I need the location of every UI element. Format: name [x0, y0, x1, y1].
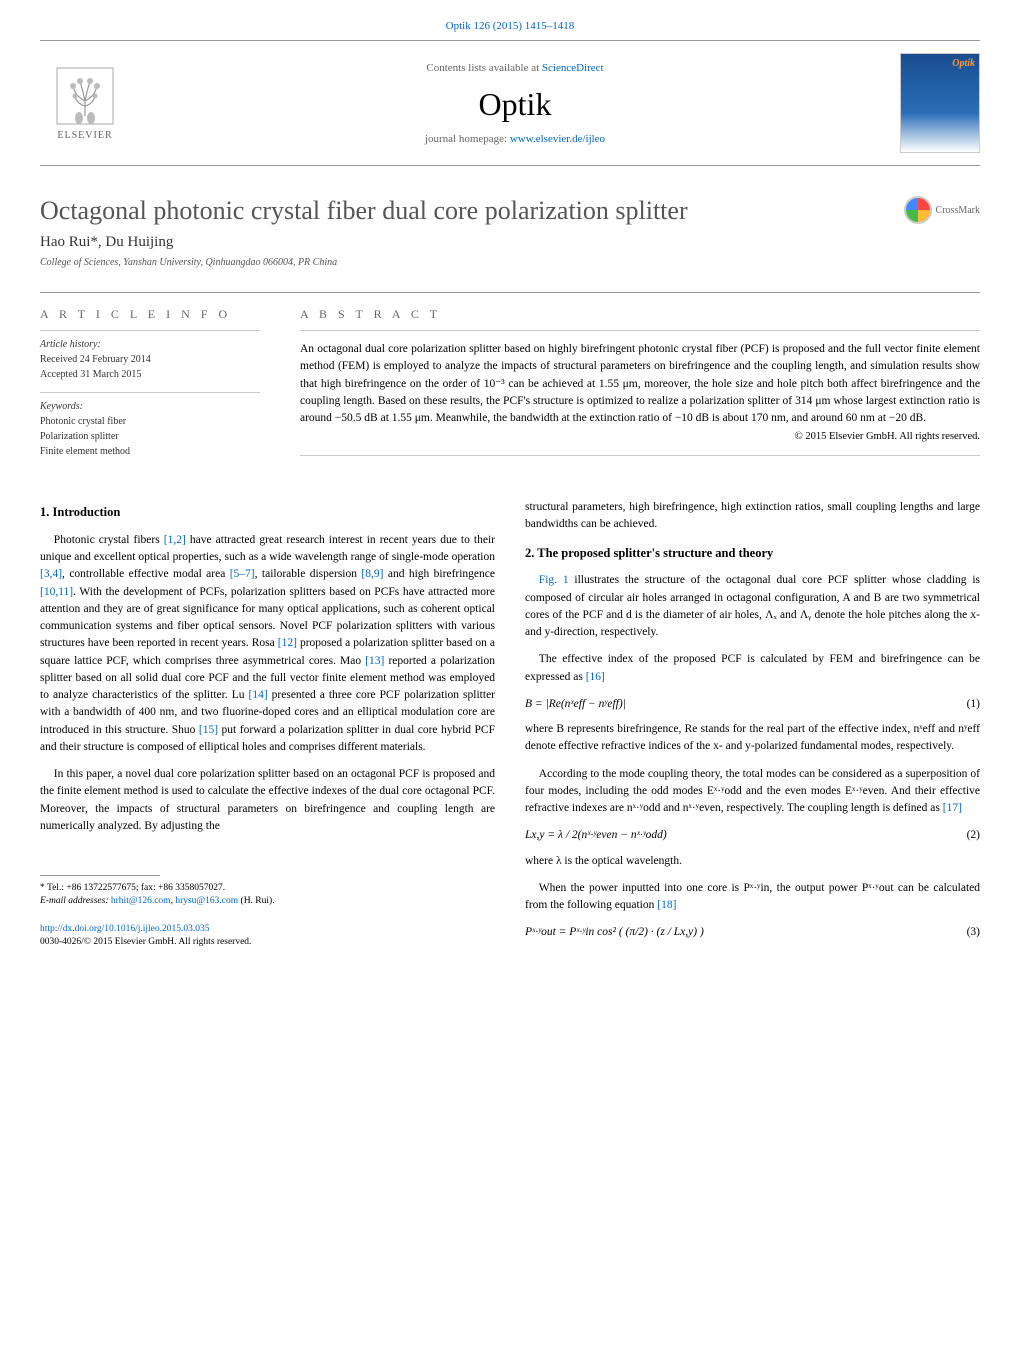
s2-p4-a: According to the mode coupling theory, t… [525, 768, 980, 815]
s1-p1: Photonic crystal fibers [1,2] have attra… [40, 532, 495, 756]
section-2-heading: 2. The proposed splitter's structure and… [525, 544, 980, 563]
email-2[interactable]: hrysu@163.com [175, 896, 238, 906]
cover-thumb-title: Optik [952, 58, 975, 69]
email-1[interactable]: hrhit@126.com [111, 896, 171, 906]
equation-2-num: (2) [967, 827, 980, 844]
elsevier-tree-icon [55, 66, 115, 126]
footnotes: * Tel.: +86 13722577675; fax: +86 335805… [40, 882, 495, 909]
keywords-label: Keywords: [40, 399, 260, 414]
ref-18[interactable]: [18] [657, 899, 676, 911]
ref-17[interactable]: [17] [943, 802, 962, 814]
equation-3-num: (3) [967, 924, 980, 941]
article-info-heading: a r t i c l e i n f o [40, 307, 260, 322]
equation-1-row: B = |Re(nˣeff − nʸeff)| (1) [525, 696, 980, 713]
s2-p4: According to the mode coupling theory, t… [525, 766, 980, 818]
accepted-line: Accepted 31 March 2015 [40, 367, 260, 382]
elsevier-label: ELSEVIER [57, 130, 112, 141]
ref-15[interactable]: [15] [199, 724, 218, 736]
s2-p2: The effective index of the proposed PCF … [525, 651, 980, 686]
s1-p1-e: and high birefringence [383, 568, 495, 580]
email-label: E-mail addresses: [40, 896, 111, 906]
page-header-citation: Optik 126 (2015) 1415–1418 [40, 20, 980, 32]
homepage-prefix: journal homepage: [425, 133, 510, 145]
journal-name: Optik [130, 86, 900, 123]
ref-14[interactable]: [14] [248, 689, 267, 701]
contents-prefix: Contents lists available at [426, 62, 541, 74]
email-line: E-mail addresses: hrhit@126.com, hrysu@1… [40, 895, 495, 908]
ref-16[interactable]: [16] [586, 671, 605, 683]
crossmark-badge[interactable]: CrossMark [904, 196, 980, 224]
equation-1-num: (1) [967, 696, 980, 713]
ref-1-2[interactable]: [1,2] [164, 534, 186, 546]
authors-line: Hao Rui*, Du Huijing [40, 234, 980, 251]
abstract-body: An octagonal dual core polarization spli… [300, 343, 980, 424]
equation-3: Pˣ·ʸout = Pˣ·ʸin cos² ( (π/2) · (z / Lx,… [525, 924, 704, 941]
equation-3-row: Pˣ·ʸout = Pˣ·ʸin cos² ( (π/2) · (z / Lx,… [525, 924, 980, 941]
equation-2-row: Lx,y = λ / 2(nˣ·ʸeven − nˣ·ʸodd) (2) [525, 827, 980, 844]
ref-12[interactable]: [12] [278, 637, 297, 649]
received-line: Received 24 February 2014 [40, 352, 260, 367]
left-column: 1. Introduction Photonic crystal fibers … [40, 499, 495, 950]
s1-p1-d: , tailorable dispersion [255, 568, 362, 580]
right-column: structural parameters, high birefringenc… [525, 499, 980, 950]
equation-2: Lx,y = λ / 2(nˣ·ʸeven − nˣ·ʸodd) [525, 827, 667, 844]
journal-homepage-link[interactable]: www.elsevier.de/ijleo [510, 133, 605, 145]
crossmark-label: CrossMark [936, 205, 980, 216]
s2-p6-a: When the power inputted into one core is… [525, 882, 980, 911]
info-abstract-row: a r t i c l e i n f o Article history: R… [40, 292, 980, 469]
elsevier-logo: ELSEVIER [40, 58, 130, 148]
journal-header: ELSEVIER Contents lists available at Sci… [40, 40, 980, 166]
abstract-text: An octagonal dual core polarization spli… [300, 330, 980, 456]
s2-p6: When the power inputted into one core is… [525, 880, 980, 915]
title-row: Octagonal photonic crystal fiber dual co… [40, 196, 980, 226]
s1-p1-a: Photonic crystal fibers [54, 534, 164, 546]
s2-p3: where B represents birefringence, Re sta… [525, 721, 980, 756]
col2-continuation: structural parameters, high birefringenc… [525, 499, 980, 534]
doi-link[interactable]: http://dx.doi.org/10.1016/j.ijleo.2015.0… [40, 924, 210, 934]
body-columns: 1. Introduction Photonic crystal fibers … [40, 499, 980, 950]
keyword-1: Photonic crystal fiber [40, 414, 260, 429]
article-info-col: a r t i c l e i n f o Article history: R… [40, 293, 260, 469]
affiliation-line: College of Sciences, Yanshan University,… [40, 257, 980, 268]
section-1-heading: 1. Introduction [40, 503, 495, 522]
abstract-col: a b s t r a c t An octagonal dual core p… [300, 293, 980, 469]
journal-cover-thumb: Optik [900, 53, 980, 153]
ref-8-9[interactable]: [8,9] [361, 568, 383, 580]
ref-3-4[interactable]: [3,4] [40, 568, 62, 580]
keywords-block: Keywords: Photonic crystal fiber Polariz… [40, 392, 260, 459]
ref-10-11[interactable]: [10,11] [40, 586, 73, 598]
sciencedirect-link[interactable]: ScienceDirect [542, 62, 604, 74]
contents-list-line: Contents lists available at ScienceDirec… [130, 62, 900, 74]
article-title: Octagonal photonic crystal fiber dual co… [40, 196, 904, 226]
crossmark-icon [904, 196, 932, 224]
footnote-separator [40, 875, 160, 876]
abstract-heading: a b s t r a c t [300, 307, 980, 322]
abstract-copyright: © 2015 Elsevier GmbH. All rights reserve… [300, 429, 980, 445]
s2-p5: where λ is the optical wavelength. [525, 853, 980, 870]
equation-1: B = |Re(nˣeff − nʸeff)| [525, 696, 626, 713]
s1-p2: In this paper, a novel dual core polariz… [40, 766, 495, 835]
fig-1-ref[interactable]: Fig. 1 [539, 574, 569, 586]
ref-5-7[interactable]: [5–7] [230, 568, 255, 580]
keyword-2: Polarization splitter [40, 429, 260, 444]
journal-homepage-line: journal homepage: www.elsevier.de/ijleo [130, 133, 900, 145]
keyword-3: Finite element method [40, 444, 260, 459]
email-suffix: (H. Rui). [238, 896, 274, 906]
ref-13[interactable]: [13] [365, 655, 384, 667]
article-history-block: Article history: Received 24 February 20… [40, 330, 260, 382]
history-label: Article history: [40, 337, 260, 352]
issn-copyright: 0030-4026/© 2015 Elsevier GmbH. All righ… [40, 936, 495, 949]
s2-p1: Fig. 1 illustrates the structure of the … [525, 572, 980, 641]
corresponding-author: * Tel.: +86 13722577675; fax: +86 335805… [40, 882, 495, 895]
doi-block: http://dx.doi.org/10.1016/j.ijleo.2015.0… [40, 923, 495, 950]
header-center: Contents lists available at ScienceDirec… [130, 62, 900, 145]
s2-p1-b: illustrates the structure of the octagon… [525, 574, 980, 638]
s1-p1-c: , controllable effective modal area [62, 568, 230, 580]
